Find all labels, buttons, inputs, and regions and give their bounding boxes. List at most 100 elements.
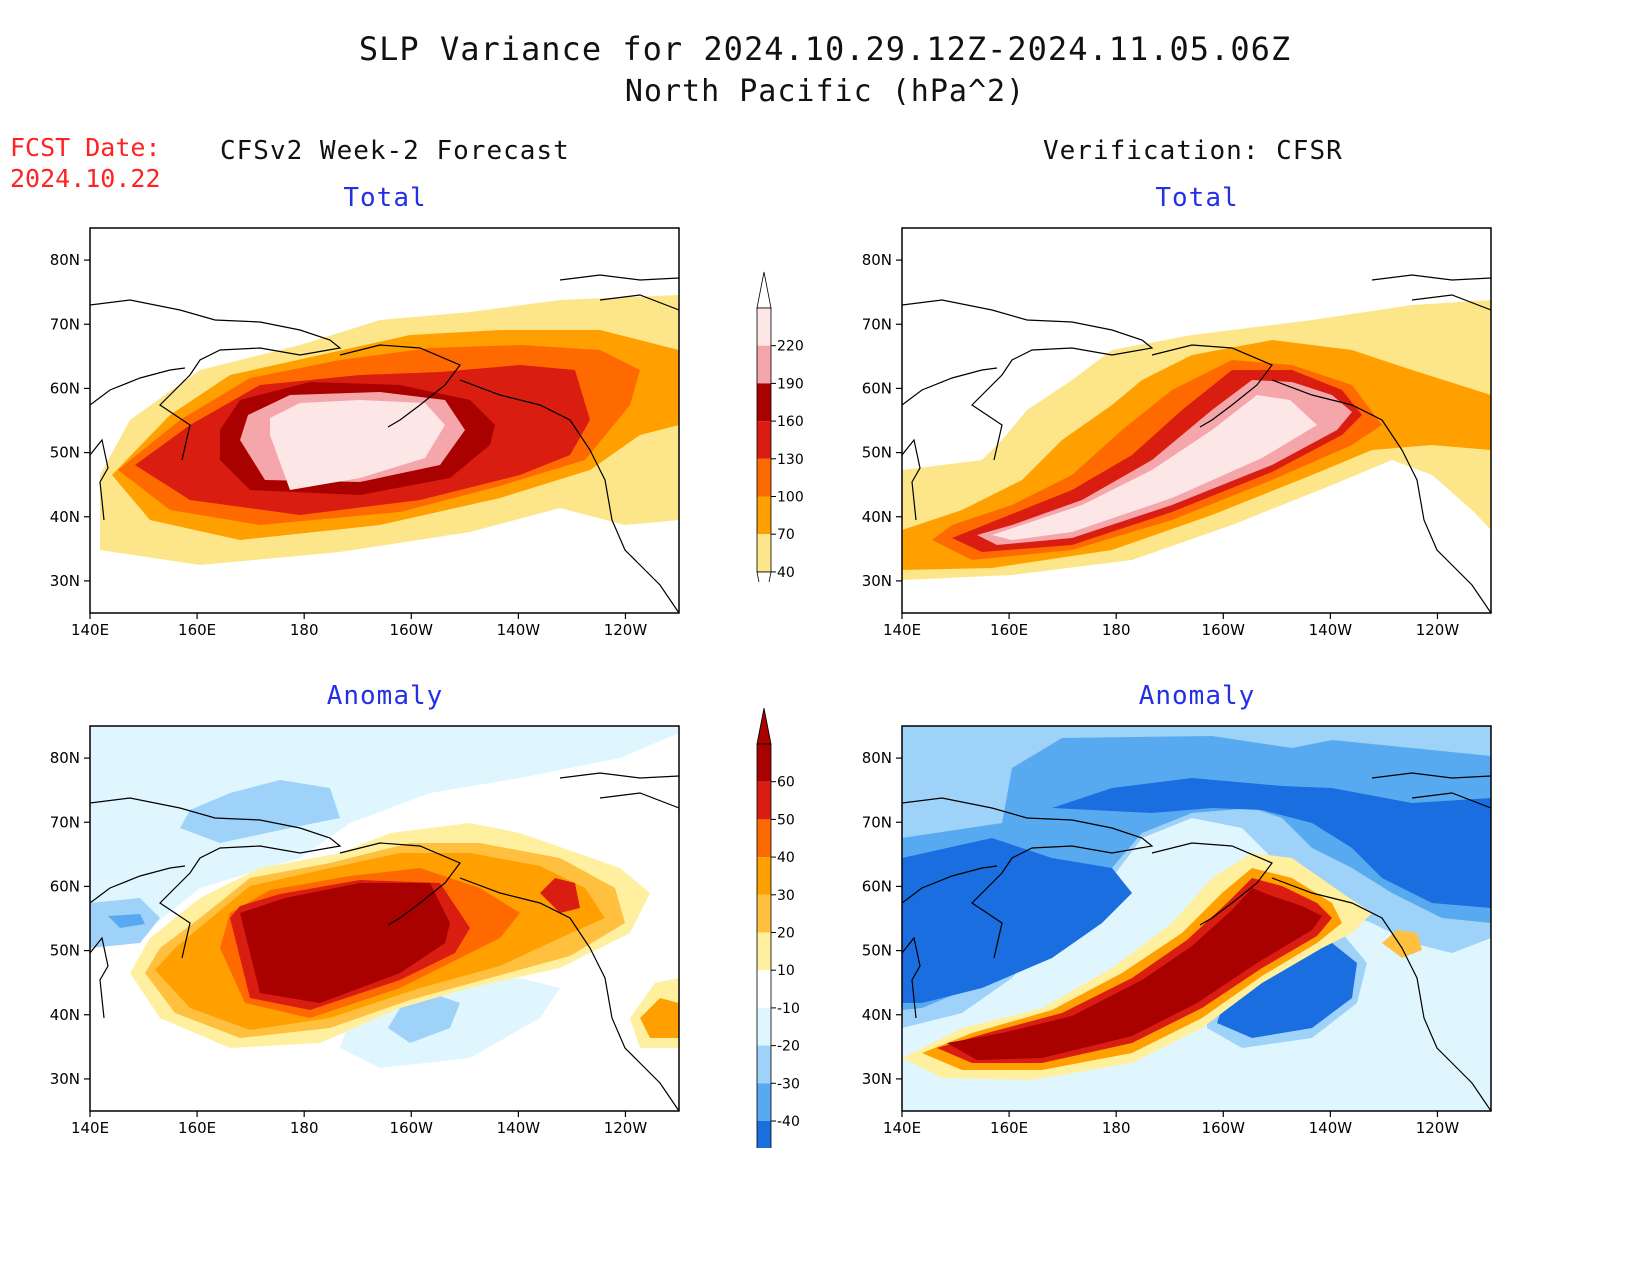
coastlines — [902, 772, 1491, 1111]
lat-label: 50N — [50, 942, 80, 960]
colorbar-box — [757, 1045, 771, 1084]
colorbar-frame — [756, 743, 772, 1148]
colorbar-label: 190 — [777, 376, 804, 392]
fcst-date-block: FCST Date: 2024.10.22 — [10, 132, 161, 194]
colorbar-arrow-top — [756, 271, 772, 309]
lat-axis: 80N 70N 60N 50N 40N 30N — [50, 251, 90, 590]
colorbar-box — [757, 1083, 771, 1121]
colorbar-box — [757, 894, 771, 933]
colorbar-label: -40 — [777, 1114, 800, 1130]
anom-contour-neg30-west — [108, 914, 145, 928]
colorbar-box — [757, 781, 771, 820]
lat-label: 50N — [862, 942, 892, 960]
colorbar-label: 10 — [777, 963, 795, 979]
colorbar-label: 40 — [777, 850, 795, 866]
lat-label: 70N — [862, 315, 892, 333]
lon-label: 180 — [1102, 1119, 1131, 1137]
colorbar-box — [757, 458, 771, 497]
coastlines — [90, 274, 679, 613]
lon-label: 140E — [883, 1119, 921, 1137]
lon-label: 140W — [497, 621, 541, 639]
lat-label: 60N — [50, 877, 80, 895]
anom-contour-neg10 — [90, 726, 679, 948]
lon-label: 140E — [71, 1119, 109, 1137]
anom-contour-neg40 — [902, 838, 1132, 1003]
anom-contour-neg20-north — [180, 780, 340, 843]
lat-label: 80N — [862, 749, 892, 767]
colorbar-box — [757, 857, 771, 895]
colorbar-label: 160 — [777, 414, 804, 430]
panel-title-forecast-anomaly: Anomaly — [326, 681, 444, 711]
coastlines — [90, 772, 679, 1111]
coastlines — [902, 274, 1491, 613]
colorbar-label: -20 — [777, 1039, 800, 1055]
colorbar-box — [757, 970, 771, 1008]
fcst-label: FCST Date: — [10, 133, 161, 162]
colorbar-anomaly: 60 50 40 30 20 10 -10 -20 -30 -40 — [756, 708, 800, 1148]
anom-contour-20-east — [1382, 930, 1422, 958]
colorbar-label: 20 — [777, 926, 795, 942]
anom-contour-neg40-north — [1052, 778, 1491, 908]
lat-label: 70N — [50, 813, 80, 831]
fcst-date: 2024.10.22 — [10, 164, 161, 193]
map-forecast-anomaly: 80N 70N 60N 50N 40N 30N 140E 160E 180 160W 140W 12… — [50, 725, 680, 1137]
colorbar-box — [757, 744, 771, 782]
lat-label: 80N — [50, 251, 80, 269]
lon-label: 140W — [1309, 621, 1353, 639]
lat-label: 60N — [862, 379, 892, 397]
colorbar-total-boxes: 220 190 160 130 100 70 40 — [756, 271, 804, 582]
colorbar-box — [757, 819, 771, 858]
lat-label: 60N — [50, 379, 80, 397]
lon-label: 120W — [604, 621, 648, 639]
lat-label: 50N — [862, 444, 892, 462]
colorbar-label: 100 — [777, 490, 804, 506]
lat-label: 40N — [50, 1006, 80, 1024]
lat-label: 70N — [862, 813, 892, 831]
lon-label: 160W — [390, 1119, 434, 1137]
colorbar-arrow-top — [756, 708, 772, 745]
lon-axis: 140E 160E 180 160W 140W 120W — [71, 613, 647, 639]
lon-label: 160W — [390, 621, 434, 639]
lat-axis: 80N 70N 60N 50N 40N 30N — [862, 251, 902, 590]
lon-label: 140E — [71, 621, 109, 639]
right-column-title: Verification: CFSR — [1043, 136, 1343, 166]
colorbar-box — [757, 932, 771, 971]
lon-label: 160W — [1202, 621, 1246, 639]
lat-label: 30N — [50, 1070, 80, 1088]
colorbar-label: 60 — [777, 775, 795, 791]
lon-label: 180 — [290, 621, 319, 639]
lon-axis: 140E 160E 180 160W 140W 120W — [883, 1111, 1459, 1137]
anom-contour-neg20-south — [388, 996, 460, 1043]
lat-label: 40N — [862, 508, 892, 526]
lon-label: 120W — [604, 1119, 648, 1137]
left-column-title: CFSv2 Week-2 Forecast — [220, 136, 570, 166]
lon-label: 160E — [178, 621, 216, 639]
panel-title-verification-total: Total — [1155, 183, 1239, 213]
main-title-line1: SLP Variance for 2024.10.29.12Z-2024.11.… — [358, 30, 1292, 68]
lat-label: 50N — [50, 444, 80, 462]
anom-contour-30-east — [640, 998, 679, 1038]
lat-label: 40N — [50, 508, 80, 526]
lat-axis: 80N 70N 60N 50N 40N 30N — [862, 749, 902, 1088]
lon-axis: 140E 160E 180 160W 140W 120W — [71, 1111, 647, 1137]
main-title-line2: North Pacific (hPa^2) — [624, 74, 1026, 109]
anom-contour-60 — [947, 888, 1322, 1060]
lon-label: 160W — [1202, 1119, 1246, 1137]
lon-label: 160E — [990, 621, 1028, 639]
map-verification-anomaly: 80N 70N 60N 50N 40N 30N 140E 160E 180 160W 140W 12… — [862, 725, 1492, 1137]
colorbar-box — [757, 1007, 771, 1046]
lon-label: 160E — [990, 1119, 1028, 1137]
colorbar-box — [757, 345, 771, 384]
lat-label: 60N — [862, 877, 892, 895]
anom-contour-50-east — [540, 878, 580, 913]
colorbar-box — [757, 496, 771, 535]
anom-contour-60 — [240, 883, 450, 1003]
lon-label: 140W — [1309, 1119, 1353, 1137]
colorbar-anomaly-boxes: 60 50 40 30 20 10 -10 -20 -30 -40 — [756, 708, 800, 1148]
colorbar-label: -10 — [777, 1001, 800, 1017]
colorbar-box — [757, 1121, 771, 1148]
colorbar-label: 70 — [777, 527, 795, 543]
colorbar-box — [757, 308, 771, 346]
colorbar-box — [757, 534, 771, 572]
lat-label: 80N — [50, 749, 80, 767]
